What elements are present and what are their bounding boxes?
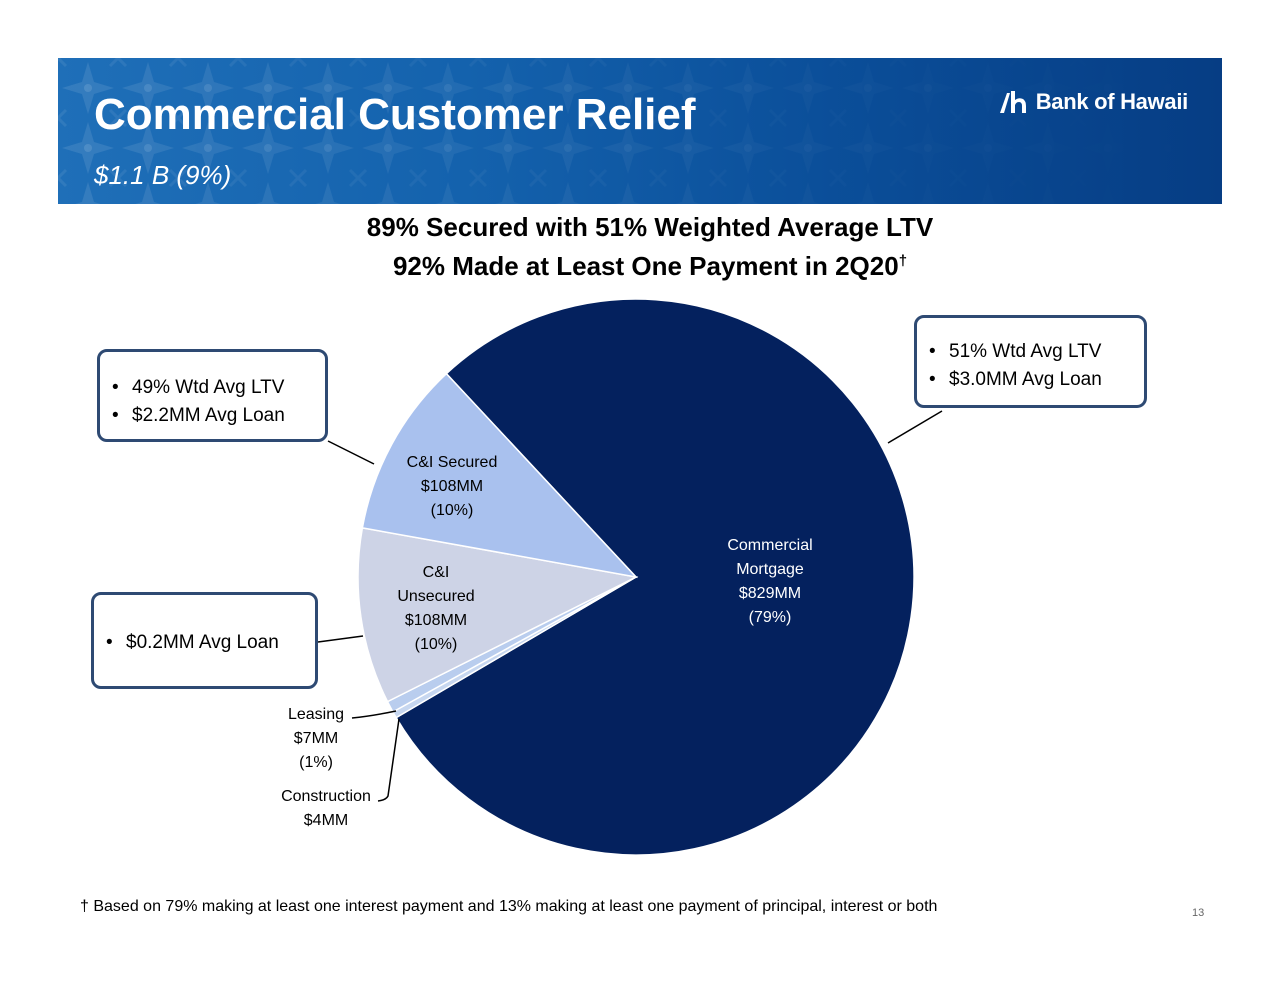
callout-ci-secured-loan: $2.2MM Avg Loan — [110, 402, 325, 430]
slice-label-construction-0: Construction — [281, 788, 371, 805]
footnote: † Based on 79% making at least one inter… — [80, 898, 937, 916]
page-number: 13 — [1192, 907, 1205, 919]
connector-construction — [377, 718, 400, 802]
slice-label-ci-unsecured-0: C&I — [423, 564, 450, 581]
header-banner: Commercial Customer Relief $1.1 B (9%) B… — [58, 58, 1222, 204]
headline-secured: 89% Secured with 51% Weighted Average LT… — [366, 212, 934, 242]
callout-ci-unsecured-loan: $0.2MM Avg Loan — [104, 629, 315, 657]
banner-pattern — [58, 58, 1222, 204]
callout-mortgage-ltv: 51% Wtd Avg LTV — [927, 338, 1144, 366]
callout-ci-secured: 49% Wtd Avg LTV $2.2MM Avg Loan — [97, 349, 328, 442]
slice-label-ci-secured-1: $108MM — [421, 478, 483, 495]
bank-logo-icon — [999, 91, 1026, 113]
bank-logo: Bank of Hawaii — [998, 86, 1188, 118]
callout-ci-unsecured: $0.2MM Avg Loan — [91, 592, 318, 689]
bank-logo-text: Bank of Hawaii — [1035, 89, 1189, 114]
headline-payment-text: 92% Made at Least One Payment in 2Q20 — [392, 251, 899, 281]
slice-label-ci-secured-2: (10%) — [431, 502, 474, 519]
connector-ci-secured — [327, 440, 375, 465]
slice-label-leasing-0: Leasing — [288, 706, 344, 723]
slice-label-ci-unsecured-3: (10%) — [415, 636, 458, 653]
dagger-mark: † — [898, 252, 908, 270]
slice-label-ci-unsecured-1: Unsecured — [397, 588, 474, 605]
slice-label-leasing-1: $7MM — [294, 730, 338, 747]
page-subtitle: $1.1 B (9%) — [94, 160, 232, 190]
pie-slice-ci-secured — [361, 372, 639, 579]
slice-label-commercial-mortgage-3: (79%) — [749, 609, 792, 626]
slice-label-ci-secured-0: C&I Secured — [407, 454, 498, 471]
footnote-text: Based on 79% making at least one interes… — [93, 898, 938, 915]
connector-leasing — [351, 710, 397, 719]
slice-label-commercial-mortgage-0: Commercial — [727, 537, 812, 554]
footnote-mark: † — [80, 898, 89, 915]
pie-slice-commercial-mortgage — [395, 298, 915, 856]
connector-ci-unsecured — [317, 635, 364, 643]
slice-label-leasing-2: (1%) — [299, 754, 333, 771]
page-title: Commercial Customer Relief — [94, 90, 696, 139]
slice-label-ci-unsecured-2: $108MM — [405, 612, 467, 629]
connector-mortgage — [887, 410, 943, 444]
slice-label-construction-1: $4MM — [304, 812, 348, 829]
slice-label-commercial-mortgage-1: Mortgage — [736, 561, 804, 578]
callout-mortgage: 51% Wtd Avg LTV $3.0MM Avg Loan — [914, 315, 1147, 408]
callout-mortgage-loan: $3.0MM Avg Loan — [927, 366, 1144, 394]
slice-label-commercial-mortgage-2: $829MM — [739, 585, 801, 602]
callout-ci-secured-ltv: 49% Wtd Avg LTV — [110, 374, 325, 402]
headline-payment: 92% Made at Least One Payment in 2Q20† — [0, 251, 1280, 282]
pie-slice-ci-unsecured — [357, 526, 639, 703]
